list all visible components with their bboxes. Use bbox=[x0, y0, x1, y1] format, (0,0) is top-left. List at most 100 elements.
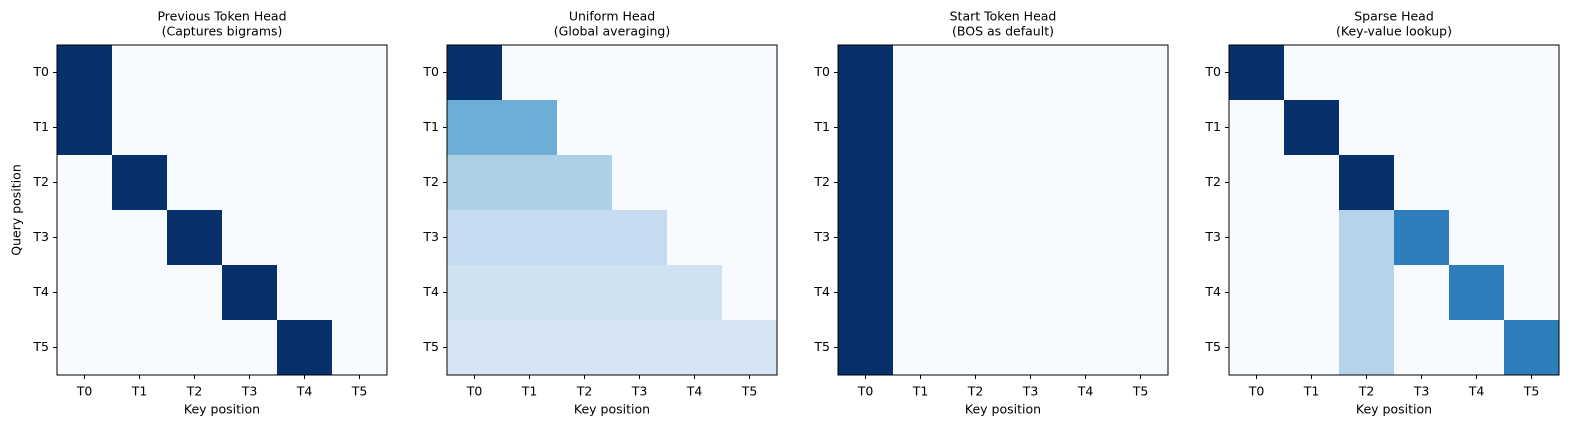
heatmap-cell bbox=[167, 100, 223, 156]
heatmap-cell bbox=[1229, 155, 1285, 211]
x-tick-label: T5 bbox=[741, 384, 758, 399]
heatmap-cell bbox=[1113, 100, 1169, 156]
x-tick-label: T0 bbox=[857, 384, 874, 399]
x-tick-label: T3 bbox=[1413, 384, 1430, 399]
y-tick-label: T0 bbox=[32, 64, 49, 79]
x-axis-label: Key position bbox=[1356, 402, 1432, 417]
y-tick-label: T0 bbox=[813, 64, 830, 79]
heatmap-cell bbox=[1449, 320, 1505, 376]
heatmap-cell bbox=[948, 265, 1004, 321]
heatmap-cell bbox=[447, 320, 503, 376]
heatmap-cell bbox=[557, 320, 613, 376]
x-axis-label: Key position bbox=[574, 402, 650, 417]
heatmap-cell bbox=[222, 45, 278, 101]
heatmap-cell bbox=[722, 45, 778, 101]
y-tick-label: T4 bbox=[1204, 284, 1221, 299]
heatmap-cell bbox=[1394, 100, 1450, 156]
x-tick-label: T5 bbox=[1132, 384, 1149, 399]
heatmap-cell bbox=[722, 155, 778, 211]
heatmap-cell bbox=[332, 100, 388, 156]
heatmap-cell bbox=[612, 320, 668, 376]
heatmap-cell bbox=[222, 320, 278, 376]
heatmap-cell bbox=[1003, 155, 1059, 211]
heatmap-cell bbox=[1229, 100, 1285, 156]
heatmap-cell bbox=[1339, 45, 1395, 101]
heatmap-cell bbox=[1504, 210, 1560, 266]
y-tick-label: T3 bbox=[813, 229, 830, 244]
heatmap-cell bbox=[1339, 265, 1395, 321]
x-tick-label: T1 bbox=[521, 384, 538, 399]
heatmap-cell bbox=[447, 100, 503, 156]
heatmap-cell bbox=[447, 265, 503, 321]
heatmap-cell bbox=[112, 45, 168, 101]
x-tick-label: T5 bbox=[1523, 384, 1540, 399]
heatmap-cell bbox=[667, 155, 723, 211]
heatmap-cell bbox=[612, 265, 668, 321]
heatmap-cell bbox=[502, 320, 558, 376]
heatmap-cell bbox=[1229, 210, 1285, 266]
heatmap-cell bbox=[1003, 100, 1059, 156]
heatmap-cell bbox=[893, 320, 949, 376]
heatmap-cell bbox=[57, 100, 113, 156]
y-tick-label: T4 bbox=[32, 284, 49, 299]
y-tick-label: T0 bbox=[1204, 64, 1221, 79]
heatmap-cell bbox=[277, 265, 333, 321]
heatmap-cell bbox=[112, 265, 168, 321]
x-tick-label: T2 bbox=[967, 384, 984, 399]
heatmap-cell bbox=[838, 210, 894, 266]
heatmap-cell bbox=[1229, 265, 1285, 321]
heatmap-cell bbox=[1113, 320, 1169, 376]
heatmap-cell bbox=[1113, 155, 1169, 211]
heatmap-cell bbox=[277, 155, 333, 211]
heatmap-cell bbox=[948, 320, 1004, 376]
heatmap-cell bbox=[1229, 320, 1285, 376]
heatmap-cell bbox=[1284, 320, 1340, 376]
heatmap-cell bbox=[948, 45, 1004, 101]
heatmap-cell bbox=[332, 45, 388, 101]
chart-title: Previous Token Head bbox=[157, 9, 286, 24]
heatmap-cell bbox=[57, 210, 113, 266]
heatmap-cell bbox=[667, 265, 723, 321]
y-tick-label: T0 bbox=[422, 64, 439, 79]
heatmap-cell bbox=[1113, 210, 1169, 266]
heatmap-cell bbox=[893, 265, 949, 321]
y-tick-label: T3 bbox=[1204, 229, 1221, 244]
heatmap-cell bbox=[332, 265, 388, 321]
heatmap-cell bbox=[1339, 210, 1395, 266]
heatmap-cell bbox=[1113, 265, 1169, 321]
heatmap-cell bbox=[1003, 45, 1059, 101]
heatmap-cell bbox=[112, 100, 168, 156]
x-tick-label: T2 bbox=[576, 384, 593, 399]
x-tick-label: T0 bbox=[466, 384, 483, 399]
x-tick-label: T0 bbox=[1248, 384, 1265, 399]
heatmap-cell bbox=[838, 155, 894, 211]
heatmap-cell bbox=[1113, 45, 1169, 101]
heatmap-cell bbox=[612, 210, 668, 266]
heatmap-cell bbox=[1504, 45, 1560, 101]
heatmap-cell bbox=[1229, 45, 1285, 101]
heatmap-cell bbox=[1504, 320, 1560, 376]
heatmap-cell bbox=[1003, 320, 1059, 376]
y-tick-label: T4 bbox=[813, 284, 830, 299]
heatmap-cell bbox=[1284, 100, 1340, 156]
x-tick-label: T4 bbox=[1468, 384, 1485, 399]
x-tick-label: T5 bbox=[351, 384, 368, 399]
heatmap-cell bbox=[1394, 265, 1450, 321]
heatmap-cell bbox=[167, 45, 223, 101]
chart-subtitle: (Global averaging) bbox=[554, 24, 670, 39]
heatmap-cell bbox=[1284, 155, 1340, 211]
heatmap-cell bbox=[112, 210, 168, 266]
heatmap-cell bbox=[167, 210, 223, 266]
heatmap-cell bbox=[667, 45, 723, 101]
heatmap-cell bbox=[222, 265, 278, 321]
x-tick-label: T4 bbox=[296, 384, 313, 399]
heatmap-cell bbox=[667, 100, 723, 156]
heatmap-cell bbox=[57, 265, 113, 321]
heatmap-cell bbox=[1504, 100, 1560, 156]
heatmap-cell bbox=[838, 320, 894, 376]
heatmap-cell bbox=[722, 320, 778, 376]
heatmap-cell bbox=[277, 320, 333, 376]
y-axis-label: Query position bbox=[9, 164, 24, 255]
x-axis-label: Key position bbox=[184, 402, 260, 417]
heatmap-cell bbox=[1394, 45, 1450, 101]
